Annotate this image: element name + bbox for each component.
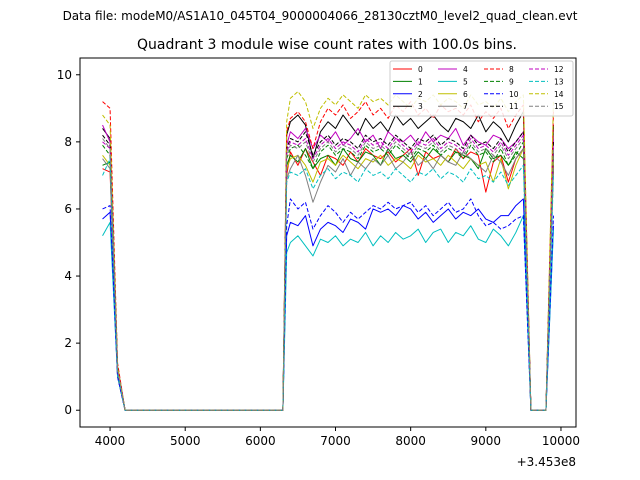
series-line-13 [102, 158, 554, 411]
legend-entry-9: 9 [484, 77, 514, 86]
legend-entry-12: 12 [529, 65, 564, 74]
legend-label: 15 [554, 102, 564, 111]
x-tick-label: 9000 [471, 434, 502, 448]
legend-label: 4 [463, 65, 468, 74]
legend-label: 11 [509, 102, 519, 111]
legend-label: 13 [554, 77, 564, 86]
legend-label: 3 [418, 102, 423, 111]
legend-label: 14 [554, 90, 564, 99]
plot-frame [79, 57, 577, 428]
x-tick-label: 7000 [320, 434, 351, 448]
x-tick-label: 5000 [170, 434, 201, 448]
legend-entry-1: 1 [393, 77, 423, 86]
legend-box [389, 60, 574, 117]
legend-label: 6 [463, 90, 468, 99]
legend-label: 5 [463, 77, 468, 86]
legend-entry-4: 4 [438, 65, 468, 74]
x-tick-label: 4000 [95, 434, 126, 448]
y-tick-label: 4 [64, 269, 72, 283]
legend-label: 8 [509, 65, 514, 74]
legend-entry-13: 13 [529, 77, 564, 86]
chart-title: Quadrant 3 module wise count rates with … [137, 37, 517, 53]
legend-entry-11: 11 [484, 102, 519, 111]
x-tick-label: 6000 [245, 434, 276, 448]
y-tick-label: 8 [64, 135, 72, 149]
legend-label: 7 [463, 102, 468, 111]
legend-entry-0: 0 [393, 65, 423, 74]
y-tick-label: 6 [64, 202, 72, 216]
x-tick-label: 8000 [395, 434, 426, 448]
legend-label: 1 [418, 77, 423, 86]
legend-label: 10 [509, 90, 519, 99]
series-layer [102, 91, 554, 411]
legend-entry-15: 15 [529, 102, 564, 111]
legend-entry-2: 2 [393, 90, 423, 99]
legend-entry-3: 3 [393, 102, 423, 111]
y-tick-label: 10 [57, 68, 72, 82]
y-tick-label: 2 [64, 336, 72, 350]
legend-entry-6: 6 [438, 90, 468, 99]
legend-entry-7: 7 [438, 102, 468, 111]
legend-entry-14: 14 [529, 90, 564, 99]
series-line-15 [102, 138, 554, 411]
x-axis-offset-label: +3.453e8 [517, 455, 576, 469]
x-axis: 4000 5000 6000 7000 8000 9000 10000 [95, 427, 580, 448]
legend-entry-8: 8 [484, 65, 514, 74]
legend-entry-5: 5 [438, 77, 468, 86]
x-tick-label: 10000 [542, 434, 580, 448]
legend-label: 9 [509, 77, 514, 86]
y-axis: 0 2 4 6 8 10 [57, 68, 80, 417]
legend-label: 0 [418, 65, 423, 74]
legend-entry-10: 10 [484, 90, 519, 99]
y-tick-label: 0 [64, 403, 72, 417]
figure-suptitle: Data file: modeM0/AS1A10_045T04_90000040… [63, 9, 578, 23]
legend-label: 12 [554, 65, 564, 74]
legend-label: 2 [418, 90, 423, 99]
series-line-9 [102, 141, 554, 411]
